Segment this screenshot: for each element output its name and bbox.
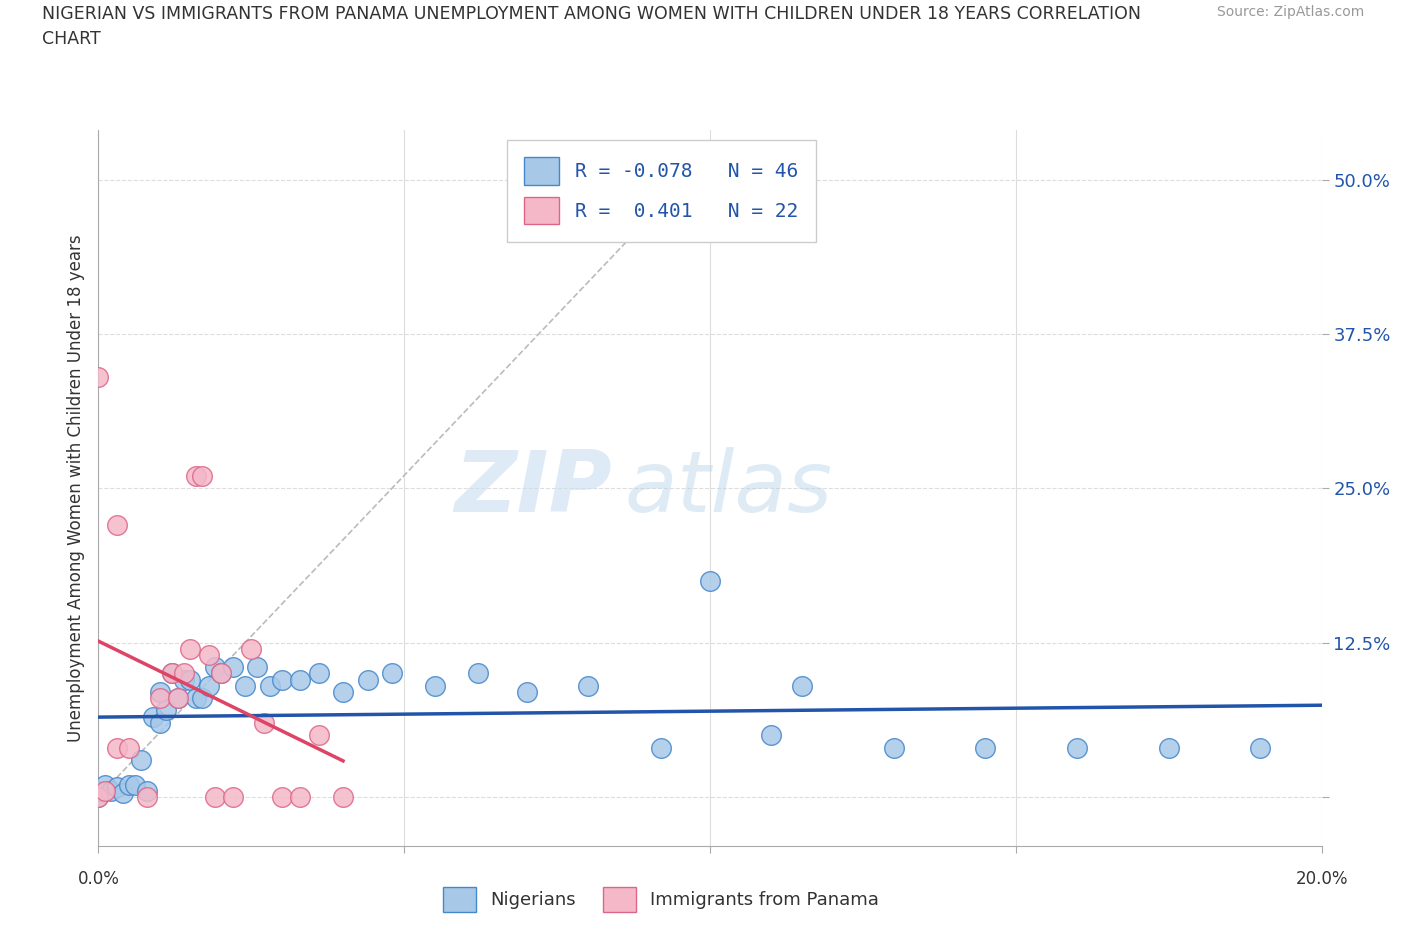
Point <box>270 672 292 687</box>
Point <box>699 574 721 589</box>
Point <box>259 678 281 693</box>
Point <box>87 783 110 798</box>
Point <box>105 779 128 794</box>
Point <box>118 777 141 792</box>
Point <box>149 691 172 706</box>
Point <box>124 777 146 792</box>
Point <box>155 703 177 718</box>
Point <box>270 790 292 804</box>
Point <box>173 666 195 681</box>
Point <box>308 728 330 743</box>
Point <box>650 740 672 755</box>
Point <box>136 783 159 798</box>
Point <box>467 666 489 681</box>
Point <box>332 684 354 699</box>
Point <box>105 518 128 533</box>
Point <box>974 740 997 755</box>
Text: Source: ZipAtlas.com: Source: ZipAtlas.com <box>1216 5 1364 19</box>
Point <box>87 370 110 385</box>
Point <box>233 678 256 693</box>
Text: 0.0%: 0.0% <box>77 870 120 887</box>
Point <box>332 790 354 804</box>
Point <box>290 790 312 804</box>
Point <box>197 678 219 693</box>
Point <box>252 715 274 730</box>
Point <box>240 642 263 657</box>
Point <box>576 678 599 693</box>
Point <box>149 684 172 699</box>
Point <box>197 647 219 662</box>
Point <box>179 642 201 657</box>
Point <box>179 672 201 687</box>
Point <box>790 678 813 693</box>
Text: NIGERIAN VS IMMIGRANTS FROM PANAMA UNEMPLOYMENT AMONG WOMEN WITH CHILDREN UNDER : NIGERIAN VS IMMIGRANTS FROM PANAMA UNEMP… <box>42 5 1142 22</box>
Point <box>87 790 110 804</box>
Point <box>204 660 226 675</box>
Point <box>209 666 232 681</box>
Point <box>1249 740 1271 755</box>
Text: ZIP: ZIP <box>454 446 612 530</box>
Point <box>423 678 446 693</box>
Point <box>222 660 245 675</box>
Point <box>129 752 152 767</box>
Point <box>759 728 782 743</box>
Text: atlas: atlas <box>624 446 832 530</box>
Point <box>167 691 190 706</box>
Point <box>142 710 165 724</box>
Point <box>160 666 183 681</box>
Point <box>308 666 330 681</box>
Point <box>149 715 172 730</box>
Point <box>191 469 214 484</box>
Point <box>136 790 159 804</box>
Point <box>356 672 378 687</box>
Point <box>222 790 245 804</box>
Text: CHART: CHART <box>42 30 101 47</box>
Legend: Nigerians, Immigrants from Panama: Nigerians, Immigrants from Panama <box>433 876 890 923</box>
Point <box>191 691 214 706</box>
Point <box>167 691 190 706</box>
Point <box>204 790 226 804</box>
Point <box>111 786 134 801</box>
Point <box>105 740 128 755</box>
Point <box>1157 740 1180 755</box>
Point <box>883 740 905 755</box>
Point <box>1066 740 1088 755</box>
Y-axis label: Unemployment Among Women with Children Under 18 years: Unemployment Among Women with Children U… <box>66 234 84 742</box>
Point <box>381 666 404 681</box>
Point <box>160 666 183 681</box>
Point <box>173 672 195 687</box>
Text: 20.0%: 20.0% <box>1295 870 1348 887</box>
Point <box>186 469 208 484</box>
Point <box>209 666 232 681</box>
Point <box>93 783 115 798</box>
Point <box>516 684 538 699</box>
Point <box>246 660 269 675</box>
Point <box>118 740 141 755</box>
Point <box>290 672 312 687</box>
Point <box>100 783 122 798</box>
Point <box>93 777 115 792</box>
Point <box>87 790 110 804</box>
Point <box>186 691 208 706</box>
